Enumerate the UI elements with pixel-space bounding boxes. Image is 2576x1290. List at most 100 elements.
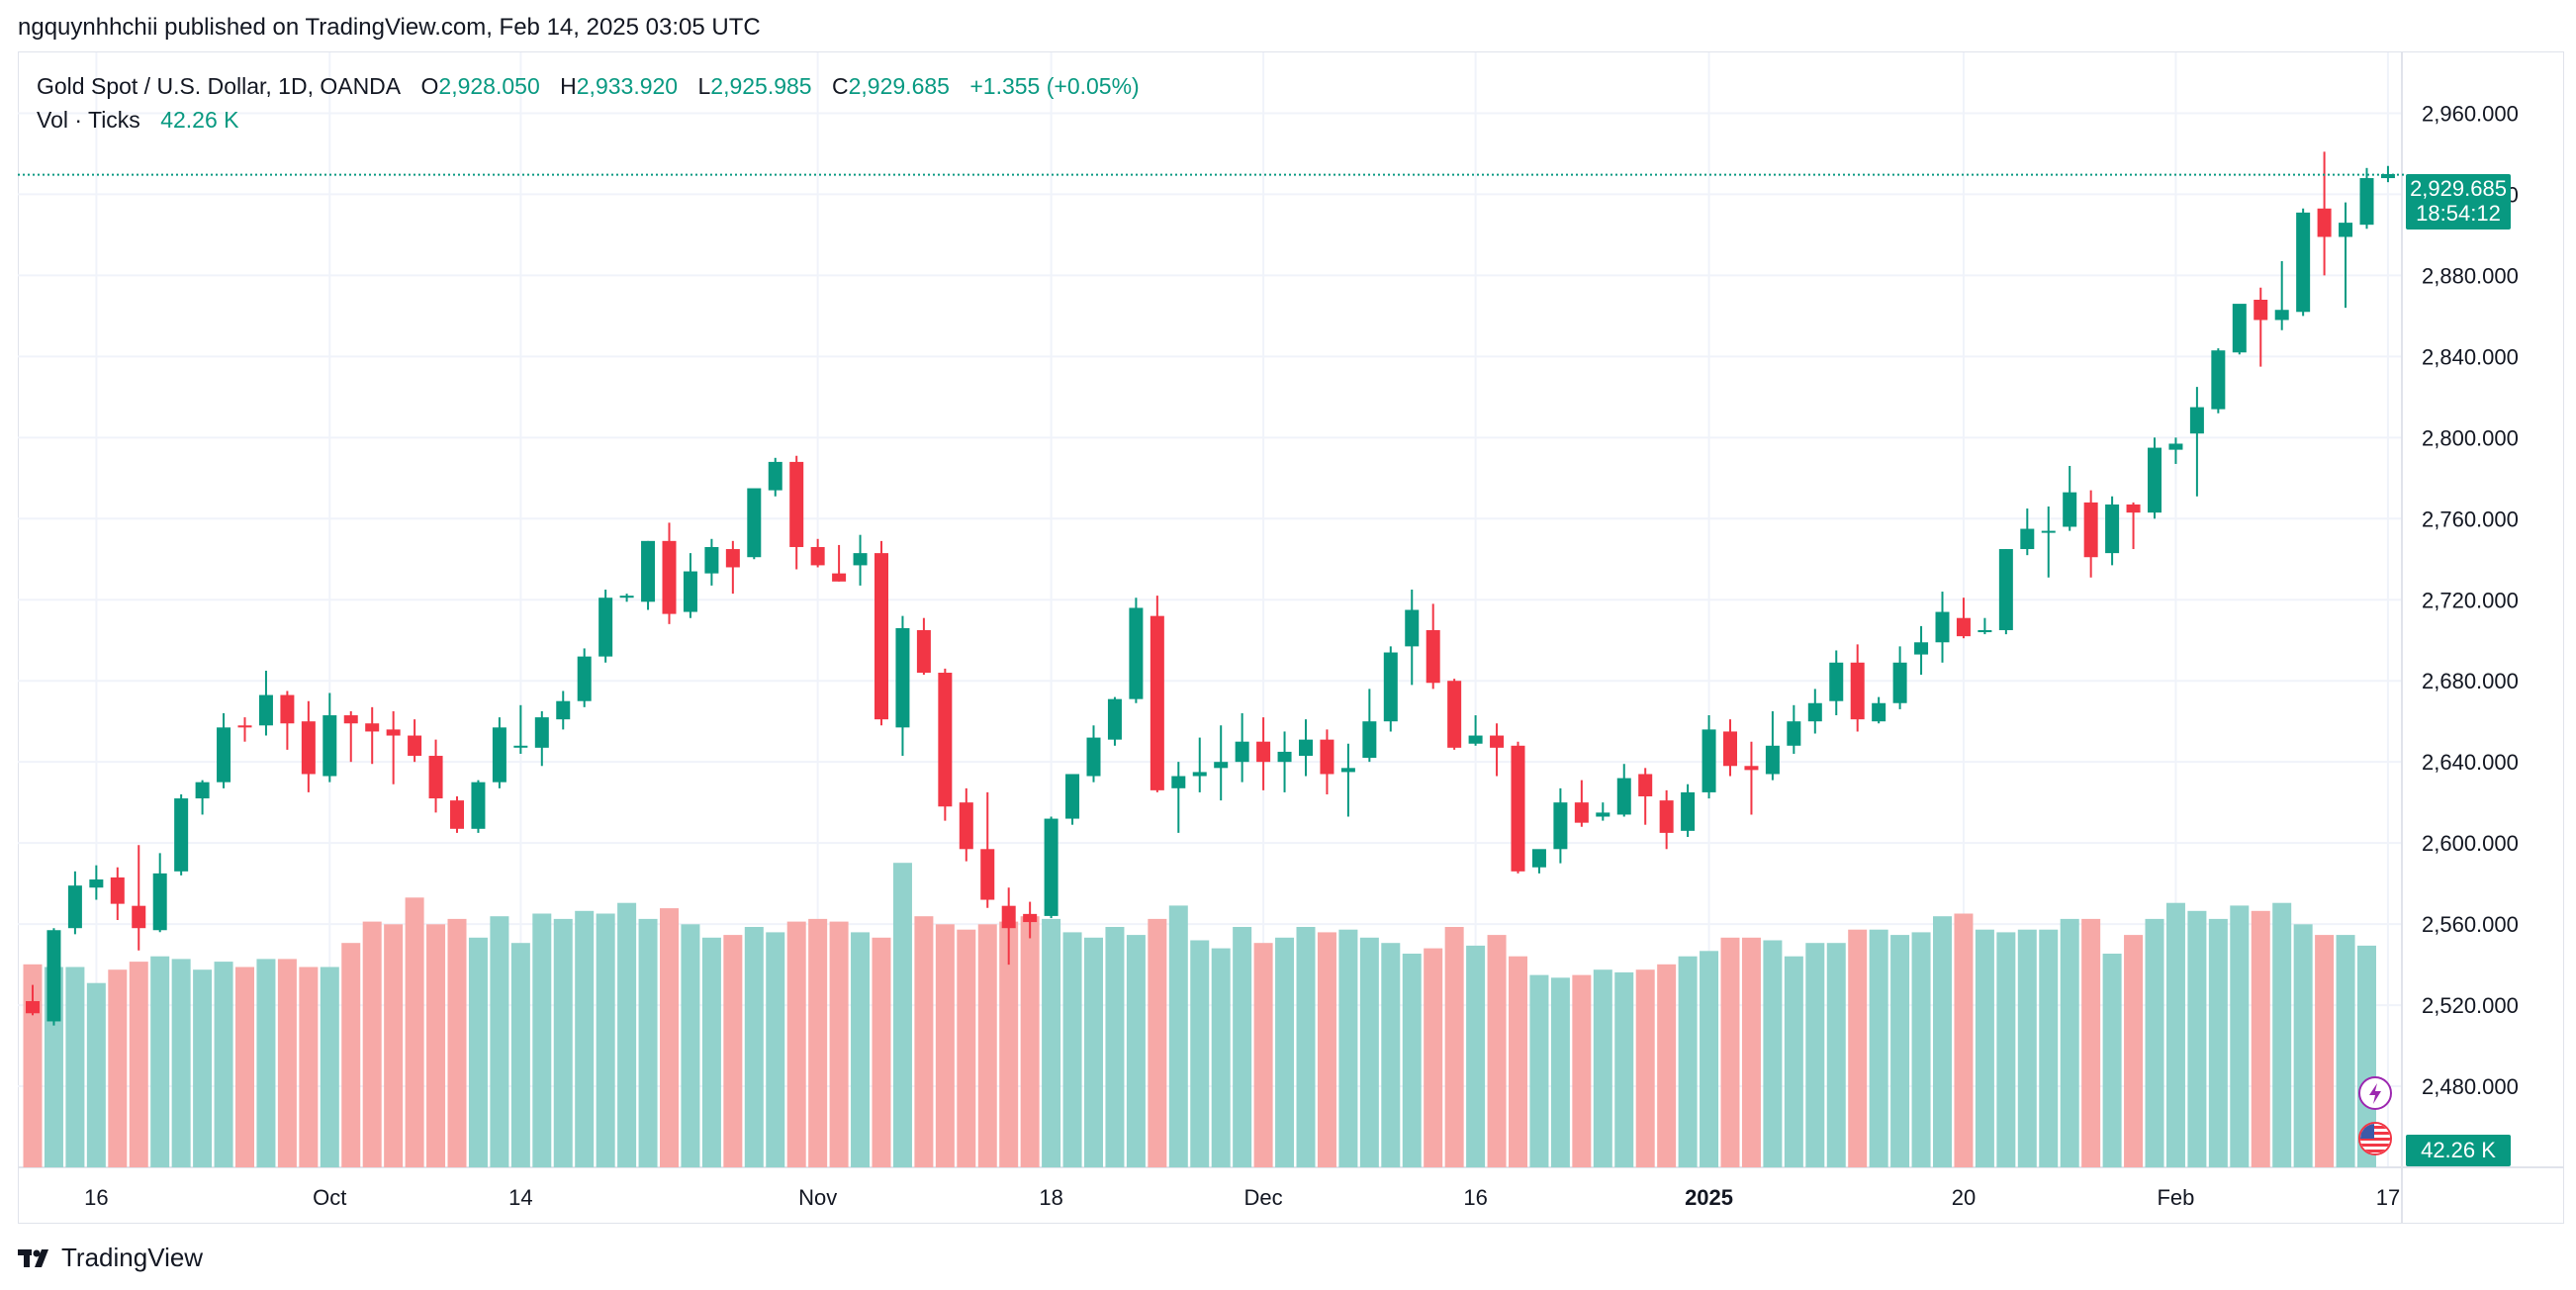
volume-bar <box>426 924 446 1167</box>
volume-bar <box>1678 956 1698 1167</box>
candle-body-up <box>1596 812 1610 817</box>
candlesticks <box>26 151 2395 1026</box>
candle-body-down <box>428 756 443 799</box>
chart-frame[interactable] <box>18 51 2564 1224</box>
volume-bar <box>299 967 319 1167</box>
volume-bar <box>2017 929 2037 1167</box>
volume-value: 42.26 K <box>160 107 239 133</box>
volume-bar <box>1848 929 1868 1167</box>
time-tick-label: Oct <box>313 1185 346 1210</box>
volume-bar <box>1062 932 1082 1167</box>
volume-bar <box>701 937 721 1167</box>
volume-bar <box>1700 951 1719 1167</box>
candle-body-down <box>874 553 888 720</box>
time-tick-label: 16 <box>84 1185 108 1210</box>
candle-body-up <box>2148 447 2162 513</box>
candle-body-up <box>2041 530 2056 533</box>
volume-bar <box>150 956 170 1167</box>
candle-body-up <box>1383 652 1398 722</box>
candle-body-up <box>152 873 167 931</box>
volume-bar <box>2060 918 2079 1167</box>
volume-bar <box>1444 927 1464 1167</box>
candle-body-up <box>2189 407 2204 434</box>
volume-bar <box>2145 918 2164 1167</box>
candle-body-up <box>1807 702 1822 722</box>
volume-bar <box>256 959 276 1167</box>
candle-body-up <box>1065 774 1080 819</box>
candle-body-up <box>683 571 697 612</box>
volume-bar <box>1424 948 1443 1167</box>
volume-bar <box>660 908 679 1167</box>
candle-body-up <box>1235 741 1249 763</box>
volume-bar <box>851 932 871 1167</box>
lightning-icon[interactable] <box>2358 1076 2392 1110</box>
volume-bar <box>1296 927 1316 1167</box>
volume-bar <box>1975 929 1994 1167</box>
candle-body-down <box>832 573 847 582</box>
close-value: 2,929.685 <box>848 73 950 99</box>
price-tick-label: 2,880.000 <box>2422 263 2519 288</box>
volume-label: Vol · Ticks <box>37 107 140 133</box>
candle-body-down <box>980 849 995 900</box>
volume-bar <box>384 924 404 1167</box>
candle-body-up <box>1129 607 1144 699</box>
price-tick-label: 2,600.000 <box>2422 831 2519 856</box>
candle-body-up <box>1872 702 1886 722</box>
candle-body-down <box>662 540 677 614</box>
volume-bar <box>86 982 106 1167</box>
high-value: 2,933.920 <box>576 73 679 99</box>
candle-body-up <box>89 879 104 888</box>
candle-body-down <box>916 629 931 674</box>
volume-bar <box>1784 956 1803 1167</box>
price-tick-label: 2,840.000 <box>2422 344 2519 369</box>
candle-body-up <box>1914 642 1929 655</box>
volume-bar <box>1572 974 1592 1167</box>
candle-body-up <box>195 782 210 799</box>
volume-bar <box>108 969 128 1167</box>
time-tick-label: Feb <box>2157 1185 2194 1210</box>
candle-body-down <box>2126 504 2141 513</box>
candle-body-up <box>1616 778 1631 815</box>
volume-bar <box>1741 937 1761 1167</box>
volume-bar <box>1763 940 1783 1167</box>
volume-bar <box>2208 918 2228 1167</box>
low-value: 2,925.985 <box>710 73 812 99</box>
volume-bar <box>2081 918 2101 1167</box>
candle-body-up <box>1405 609 1420 647</box>
volume-bar <box>681 924 700 1167</box>
volume-bar <box>1911 932 1931 1167</box>
volume-bar <box>23 964 43 1167</box>
volume-bar <box>532 913 552 1167</box>
us-flag-icon[interactable] <box>2358 1122 2392 1155</box>
candle-body-up <box>1978 629 1992 633</box>
candle-body-down <box>132 905 146 929</box>
candle-body-down <box>408 735 422 757</box>
volume-bar <box>235 967 254 1167</box>
symbol-label: Gold Spot / U.S. Dollar, 1D, OANDA <box>37 73 402 99</box>
time-tick-label: 16 <box>1463 1185 1487 1210</box>
volume-bar <box>490 916 509 1167</box>
volume-bar <box>2165 902 2185 1167</box>
candle-body-down <box>365 723 380 732</box>
candle-body-down <box>938 673 953 807</box>
volume-bar <box>829 921 849 1167</box>
volume-bar <box>872 937 891 1167</box>
volume-bar <box>2187 910 2207 1167</box>
volume-bar <box>1487 935 1507 1167</box>
candle-body-down <box>1659 800 1674 833</box>
tradingview-brand[interactable]: TradingView <box>18 1243 203 1273</box>
volume-bar <box>1402 954 1422 1167</box>
candle-body-up <box>577 656 592 701</box>
time-tick-label: Dec <box>1244 1185 1283 1210</box>
open-label: O <box>420 73 439 99</box>
candle-body-up <box>747 488 762 558</box>
volume-bar <box>723 935 743 1167</box>
volume-bar <box>65 967 85 1167</box>
volume-bar <box>1466 945 1486 1167</box>
candle-body-up <box>2063 492 2077 527</box>
candle-body-up <box>534 717 549 748</box>
candle-body-up <box>174 798 189 872</box>
low-label: L <box>697 73 711 99</box>
volume-bar <box>1869 929 1888 1167</box>
